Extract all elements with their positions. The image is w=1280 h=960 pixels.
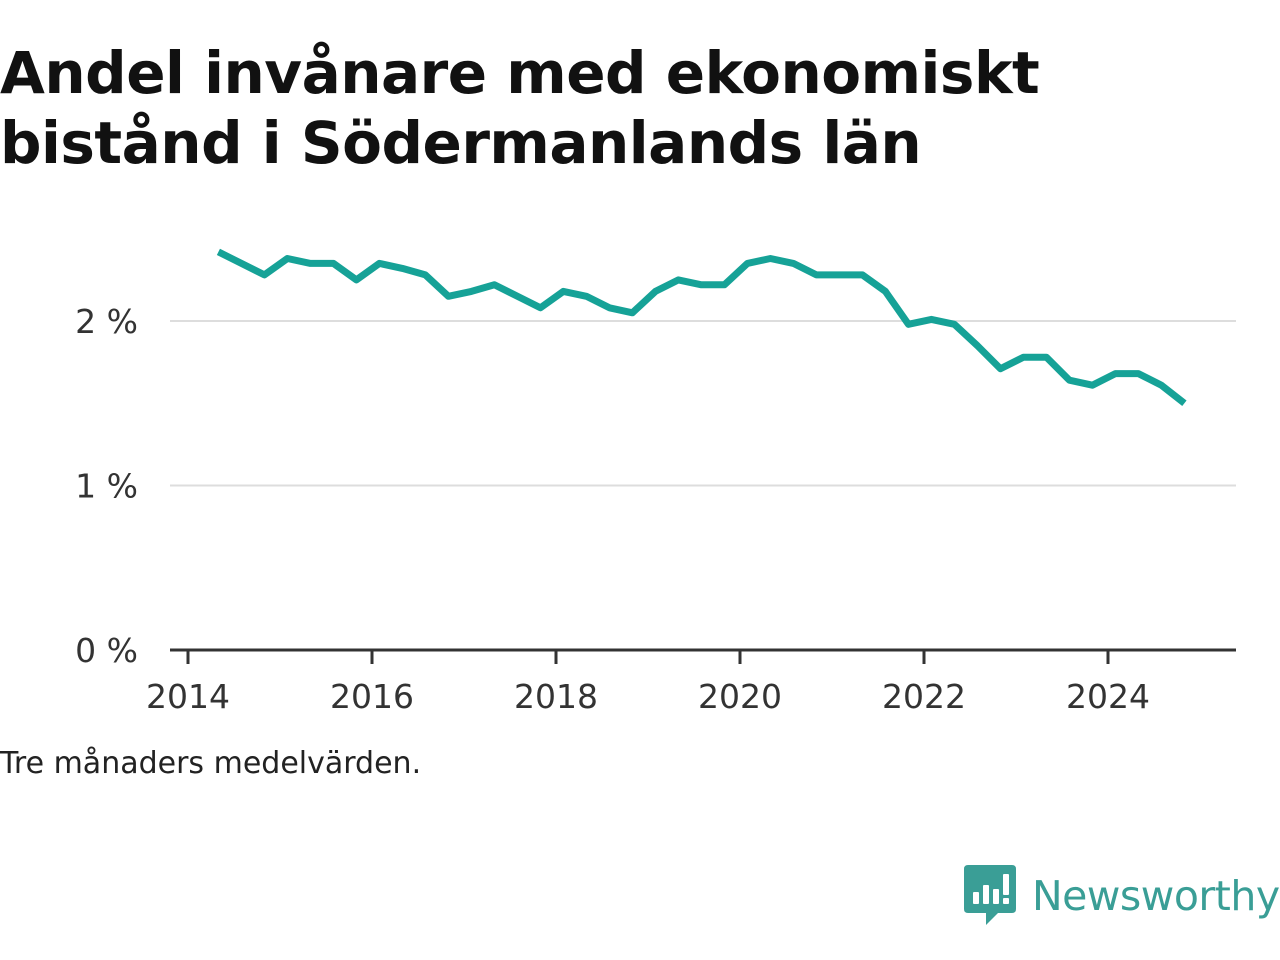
chart-note: Tre månaders medelvärden. xyxy=(0,746,422,781)
x-tick-label-4: 2022 xyxy=(882,677,966,716)
brand-logo: Newsworthy xyxy=(964,864,1280,928)
y-tick-label-1: 1 % xyxy=(75,467,138,506)
gridlines xyxy=(170,320,1236,487)
newsworthy-logo-icon xyxy=(964,865,1016,925)
chart-title: Andel invånare med ekonomiskt bistånd i … xyxy=(0,39,1040,177)
y-axis: 0 % 1 % 2 % xyxy=(75,302,138,670)
y-tick-label-0: 0 % xyxy=(75,631,138,670)
y-tick-label-2: 2 % xyxy=(75,302,138,341)
brand-name: Newsworthy xyxy=(1032,872,1280,920)
x-tick-label-1: 2016 xyxy=(330,677,414,716)
x-tick-label-5: 2024 xyxy=(1066,677,1150,716)
series-layer xyxy=(216,248,1187,407)
x-tick-label-3: 2020 xyxy=(698,677,782,716)
x-tick-label-2: 2018 xyxy=(514,677,598,716)
series-line-0 xyxy=(216,248,1187,407)
x-axis: 2014 2016 2018 2020 2022 2024 xyxy=(146,648,1236,716)
x-tick-label-0: 2014 xyxy=(146,677,230,716)
